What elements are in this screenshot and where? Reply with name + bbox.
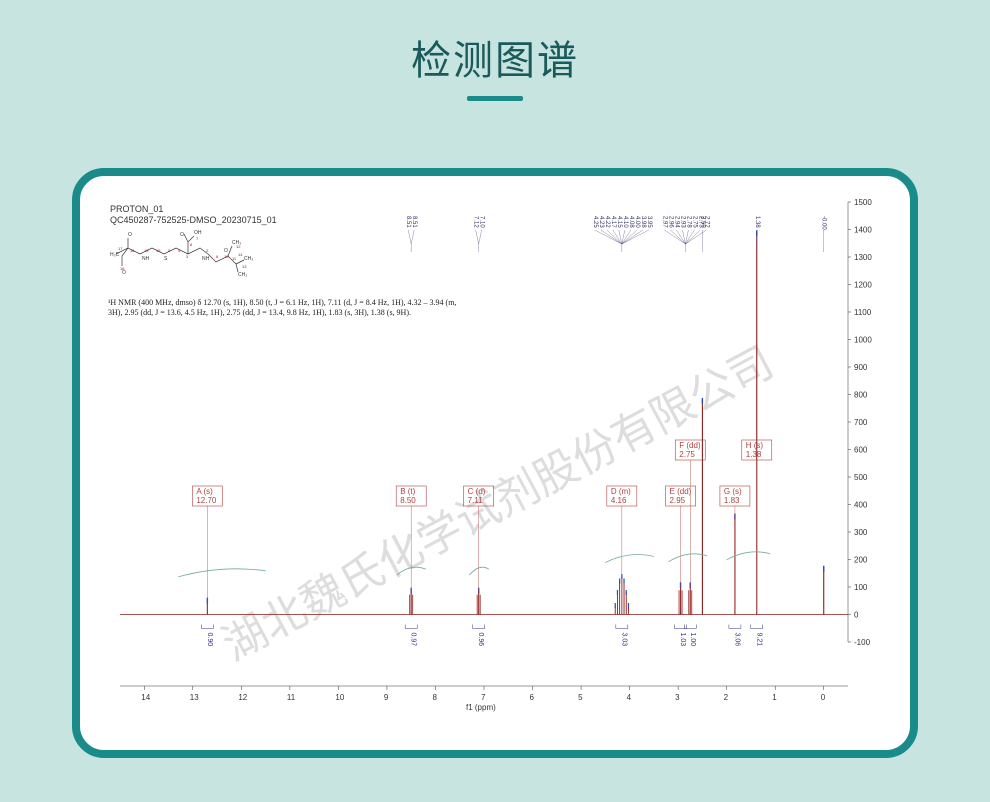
svg-text:500: 500 — [854, 473, 868, 482]
svg-text:5: 5 — [578, 693, 583, 702]
page-title: 检测图谱 — [0, 28, 990, 86]
svg-text:E (dd): E (dd) — [670, 487, 692, 496]
svg-text:F (dd): F (dd) — [679, 441, 701, 450]
svg-text:2.50: 2.50 — [699, 216, 705, 228]
svg-text:8.50: 8.50 — [400, 496, 416, 505]
svg-text:8.51: 8.51 — [411, 216, 417, 228]
svg-text:900: 900 — [854, 363, 868, 372]
nmr-spectrum: -100010020030040050060070080090010001100… — [108, 198, 884, 718]
svg-text:11: 11 — [287, 693, 296, 702]
svg-text:0.97: 0.97 — [410, 633, 417, 647]
svg-text:10: 10 — [335, 693, 344, 702]
svg-text:7.10: 7.10 — [479, 216, 485, 228]
svg-text:H (s): H (s) — [746, 441, 764, 450]
svg-text:4.16: 4.16 — [611, 496, 627, 505]
svg-text:7.11: 7.11 — [468, 496, 484, 505]
svg-text:1.00: 1.00 — [689, 633, 696, 647]
svg-text:3.06: 3.06 — [733, 633, 740, 647]
svg-text:2.75: 2.75 — [679, 450, 695, 459]
svg-text:2.95: 2.95 — [670, 496, 686, 505]
svg-text:12.70: 12.70 — [196, 496, 217, 505]
svg-text:9: 9 — [384, 693, 389, 702]
svg-text:8: 8 — [432, 693, 437, 702]
svg-text:1: 1 — [772, 693, 777, 702]
svg-text:1.38: 1.38 — [746, 450, 762, 459]
spectrum-frame: PROTON_01 QC450287-752525-DMSO_20230715_… — [72, 168, 918, 758]
svg-text:1500: 1500 — [854, 198, 872, 207]
svg-text:1100: 1100 — [854, 308, 872, 317]
svg-text:1200: 1200 — [854, 281, 872, 290]
svg-text:A (s): A (s) — [196, 487, 213, 496]
svg-text:6: 6 — [530, 693, 535, 702]
svg-text:3: 3 — [675, 693, 680, 702]
svg-text:-100: -100 — [854, 638, 871, 647]
svg-text:2: 2 — [724, 693, 729, 702]
svg-text:9.21: 9.21 — [755, 633, 762, 647]
svg-text:0: 0 — [821, 693, 826, 702]
svg-text:300: 300 — [854, 528, 868, 537]
svg-text:12: 12 — [238, 693, 247, 702]
svg-text:1000: 1000 — [854, 336, 872, 345]
svg-text:1300: 1300 — [854, 253, 872, 262]
svg-text:3.95: 3.95 — [646, 216, 652, 228]
svg-text:600: 600 — [854, 446, 868, 455]
svg-text:-0.00: -0.00 — [821, 216, 827, 230]
svg-text:1.38: 1.38 — [754, 216, 760, 228]
svg-text:D (m): D (m) — [611, 487, 631, 496]
svg-text:800: 800 — [854, 391, 868, 400]
title-underline — [467, 96, 523, 101]
svg-text:14: 14 — [141, 693, 150, 702]
svg-text:0: 0 — [854, 611, 859, 620]
svg-text:3.03: 3.03 — [620, 633, 627, 647]
svg-text:100: 100 — [854, 583, 868, 592]
svg-text:B (t): B (t) — [400, 487, 415, 496]
svg-text:200: 200 — [854, 556, 868, 565]
svg-text:700: 700 — [854, 418, 868, 427]
svg-text:4: 4 — [627, 693, 632, 702]
svg-text:0.96: 0.96 — [477, 633, 484, 647]
svg-text:400: 400 — [854, 501, 868, 510]
svg-text:1.83: 1.83 — [724, 496, 740, 505]
chart-area: PROTON_01 QC450287-752525-DMSO_20230715_… — [108, 198, 884, 718]
svg-text:13: 13 — [190, 693, 199, 702]
svg-text:G (s): G (s) — [724, 487, 742, 496]
svg-text:1.03: 1.03 — [679, 633, 686, 647]
svg-text:C (d): C (d) — [468, 487, 486, 496]
svg-text:1400: 1400 — [854, 226, 872, 235]
svg-text:0.90: 0.90 — [206, 633, 213, 647]
svg-text:7: 7 — [481, 693, 486, 702]
svg-text:f1 (ppm): f1 (ppm) — [466, 703, 496, 712]
